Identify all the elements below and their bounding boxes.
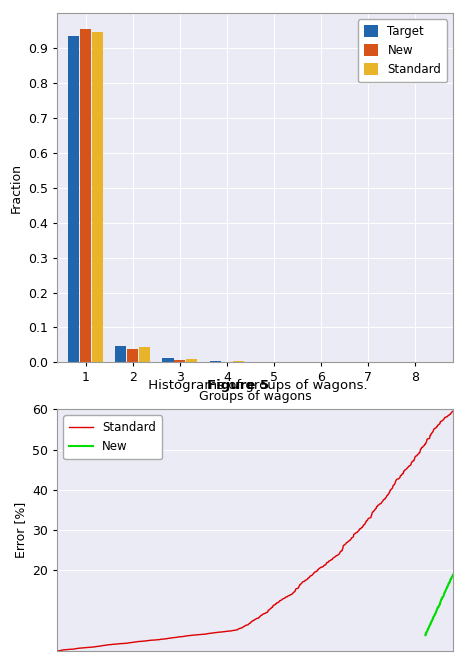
Text: Histograms of groups of wagons.: Histograms of groups of wagons.: [109, 379, 367, 393]
Line: Standard: Standard: [57, 411, 452, 651]
Line: New: New: [425, 575, 452, 635]
Bar: [233, 361, 244, 362]
Bar: [80, 29, 91, 362]
Bar: [115, 346, 126, 362]
Y-axis label: Fraction: Fraction: [10, 163, 22, 213]
New: [427, 617, 433, 625]
Standard: [121, 639, 127, 648]
Standard: [262, 609, 268, 617]
New: [444, 582, 449, 590]
Standard: [449, 407, 455, 415]
New: [448, 572, 454, 580]
Standard: [449, 407, 455, 415]
Standard: [54, 647, 60, 655]
Standard: [226, 627, 231, 635]
Standard: [107, 641, 112, 649]
New: [449, 571, 455, 579]
X-axis label: Groups of wagons: Groups of wagons: [198, 390, 311, 403]
Text: Figure 5: Figure 5: [207, 379, 269, 393]
Standard: [188, 631, 193, 639]
Bar: [68, 36, 79, 362]
Bar: [186, 359, 197, 362]
Legend: Target, New, Standard: Target, New, Standard: [357, 19, 446, 82]
Y-axis label: Error [%]: Error [%]: [14, 502, 27, 558]
New: [422, 631, 427, 639]
Bar: [209, 361, 220, 362]
Bar: [174, 360, 185, 362]
Bar: [91, 32, 103, 362]
Bar: [162, 358, 173, 362]
Legend: Standard, New: Standard, New: [63, 415, 161, 459]
Standard: [270, 601, 276, 609]
New: [429, 615, 435, 623]
New: [441, 588, 446, 597]
Bar: [127, 349, 138, 362]
New: [437, 597, 443, 605]
Bar: [139, 348, 150, 362]
